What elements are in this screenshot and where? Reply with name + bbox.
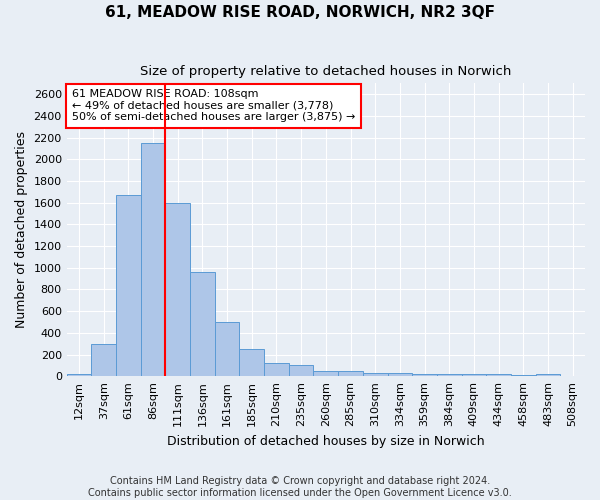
Bar (388, 372, 412, 376)
Bar (461, 374, 486, 376)
Text: 61, MEADOW RISE ROAD, NORWICH, NR2 3QF: 61, MEADOW RISE ROAD, NORWICH, NR2 3QF (105, 5, 495, 20)
Text: 61 MEADOW RISE ROAD: 108sqm
← 49% of detached houses are smaller (3,778)
50% of : 61 MEADOW RISE ROAD: 108sqm ← 49% of det… (72, 89, 355, 122)
Bar (190, 272, 215, 376)
Bar (363, 372, 388, 376)
Text: Contains HM Land Registry data © Crown copyright and database right 2024.
Contai: Contains HM Land Registry data © Crown c… (88, 476, 512, 498)
Bar (412, 374, 437, 376)
Bar (215, 322, 239, 376)
Bar (91, 344, 116, 376)
Bar (313, 371, 338, 376)
Bar (264, 362, 289, 376)
Bar (166, 202, 190, 376)
Bar (289, 366, 313, 376)
Bar (116, 194, 141, 376)
Bar (437, 374, 461, 376)
Bar (239, 349, 264, 376)
X-axis label: Distribution of detached houses by size in Norwich: Distribution of detached houses by size … (167, 434, 485, 448)
Bar (536, 374, 560, 376)
Y-axis label: Number of detached properties: Number of detached properties (15, 132, 28, 328)
Bar (338, 371, 363, 376)
Bar (141, 143, 166, 376)
Bar (486, 374, 511, 376)
Bar (511, 375, 536, 376)
Bar (67, 374, 91, 376)
Title: Size of property relative to detached houses in Norwich: Size of property relative to detached ho… (140, 65, 512, 78)
